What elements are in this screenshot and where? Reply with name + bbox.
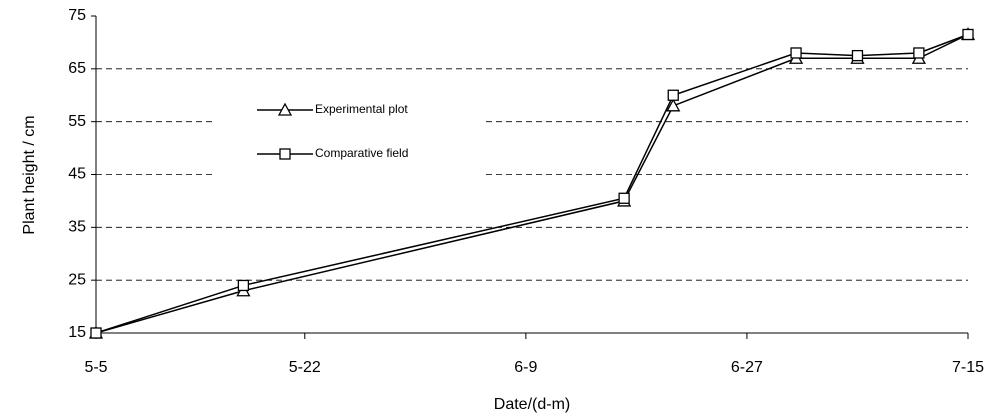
legend-label: Experimental plot [315,102,408,116]
y-tick-label: 75 [68,7,86,24]
x-tick-label: 7-15 [952,359,984,376]
y-tick-label: 55 [68,113,86,130]
y-tick-label: 45 [68,166,86,183]
y-tick-label: 65 [68,60,86,77]
y-tick-label: 15 [68,324,86,341]
x-tick-label: 6-27 [731,359,763,376]
marker [851,49,864,62]
marker [90,327,102,339]
legend-marker [277,102,293,116]
marker [913,47,925,59]
legend-label: Comparative field [315,146,408,160]
marker [962,28,974,41]
series-line [95,33,969,334]
y-tick-label: 35 [68,219,86,236]
y-tick-label: 25 [68,271,86,288]
marker [667,89,679,101]
x-axis-label: Date/(d-m) [494,396,570,413]
marker [666,98,681,112]
y-axis-label: Plant height / cm [21,115,38,234]
marker [237,279,250,292]
legend-box [215,92,485,178]
marker [790,47,802,59]
x-tick-label: 5-22 [289,359,321,376]
x-tick-label: 6-9 [514,359,537,376]
x-tick-label: 5-5 [84,359,107,376]
legend-marker [279,148,291,160]
series-line [95,33,969,334]
marker [618,192,630,204]
